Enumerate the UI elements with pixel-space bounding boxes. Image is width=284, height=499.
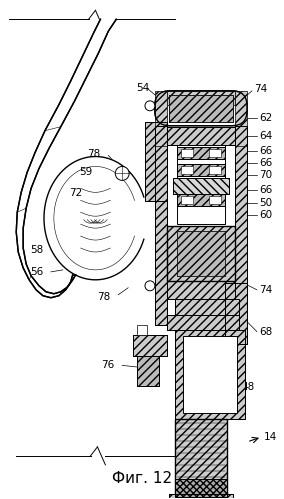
- Text: 58: 58: [30, 245, 43, 255]
- Text: 56: 56: [30, 267, 43, 277]
- Bar: [175, 419, 227, 499]
- Text: 78: 78: [97, 292, 110, 302]
- Bar: [167, 315, 239, 329]
- Bar: [177, 147, 225, 159]
- Bar: [155, 91, 167, 146]
- Bar: [145, 122, 167, 201]
- Bar: [177, 231, 225, 276]
- Bar: [181, 167, 193, 175]
- Bar: [175, 299, 239, 315]
- Circle shape: [115, 167, 129, 180]
- Bar: [177, 194, 225, 206]
- Text: 64: 64: [259, 131, 272, 141]
- Bar: [137, 356, 159, 386]
- Bar: [175, 329, 245, 419]
- Text: 50: 50: [259, 198, 272, 208]
- Bar: [167, 127, 235, 145]
- Bar: [235, 126, 247, 295]
- Bar: [175, 479, 227, 497]
- Bar: [175, 329, 245, 419]
- Bar: [235, 91, 247, 146]
- Bar: [209, 196, 221, 204]
- Bar: [167, 281, 235, 299]
- Text: 78: 78: [87, 149, 101, 159]
- Bar: [183, 335, 237, 413]
- Text: 74: 74: [259, 285, 272, 295]
- Bar: [167, 127, 235, 145]
- Text: 70: 70: [259, 171, 272, 181]
- Bar: [175, 479, 227, 497]
- Polygon shape: [44, 157, 144, 280]
- Bar: [169, 95, 233, 122]
- FancyBboxPatch shape: [155, 91, 247, 126]
- Bar: [173, 179, 229, 194]
- Bar: [181, 196, 193, 204]
- Bar: [145, 122, 167, 201]
- Bar: [225, 283, 247, 344]
- Bar: [137, 356, 159, 386]
- Circle shape: [145, 101, 155, 111]
- Bar: [209, 149, 221, 157]
- Bar: [209, 167, 221, 175]
- Bar: [167, 91, 235, 105]
- Text: 66: 66: [259, 146, 272, 156]
- Text: 68: 68: [259, 326, 272, 336]
- Bar: [177, 194, 225, 206]
- Bar: [137, 324, 147, 334]
- Polygon shape: [16, 19, 116, 298]
- Text: 66: 66: [259, 159, 272, 169]
- Bar: [175, 419, 227, 499]
- Bar: [177, 145, 225, 224]
- Bar: [225, 283, 247, 344]
- Text: 60: 60: [259, 210, 272, 220]
- Bar: [177, 147, 225, 159]
- Text: 74: 74: [254, 84, 267, 94]
- Bar: [177, 165, 225, 177]
- Text: 14: 14: [264, 432, 277, 442]
- Text: 48: 48: [241, 382, 254, 392]
- Bar: [167, 226, 235, 281]
- Bar: [173, 179, 229, 194]
- Bar: [175, 299, 239, 315]
- Bar: [169, 494, 233, 499]
- Bar: [167, 226, 235, 281]
- Bar: [181, 149, 193, 157]
- Bar: [235, 126, 247, 295]
- Bar: [133, 334, 167, 356]
- Bar: [155, 126, 167, 324]
- Bar: [155, 126, 167, 324]
- Bar: [133, 334, 167, 356]
- Text: 66: 66: [259, 185, 272, 195]
- Bar: [177, 165, 225, 177]
- Text: 62: 62: [259, 113, 272, 123]
- Bar: [169, 494, 233, 499]
- Text: 54: 54: [136, 83, 150, 93]
- Circle shape: [145, 281, 155, 291]
- Text: 72: 72: [69, 188, 83, 198]
- Text: 76: 76: [101, 360, 114, 370]
- Bar: [167, 315, 239, 329]
- Bar: [177, 231, 225, 276]
- Text: 59: 59: [79, 168, 93, 178]
- Text: Фиг. 12: Фиг. 12: [112, 471, 172, 486]
- Bar: [167, 281, 235, 299]
- Bar: [169, 95, 233, 122]
